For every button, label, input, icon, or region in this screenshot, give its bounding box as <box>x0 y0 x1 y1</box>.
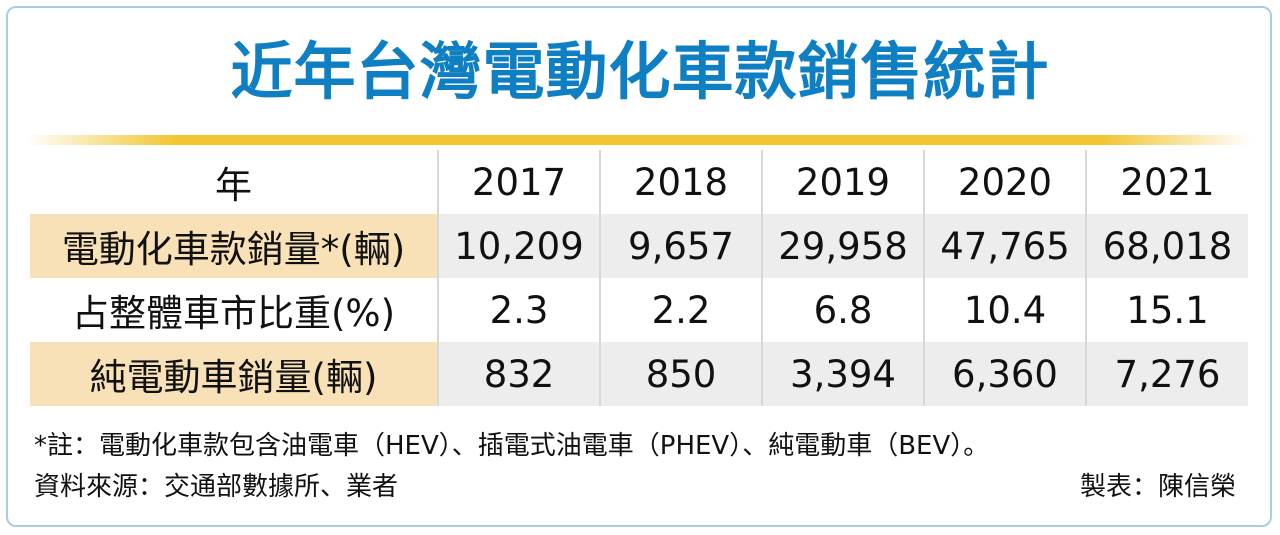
header-year: 2018 <box>599 150 762 214</box>
chart-title: 近年台灣電動化車款銷售統計 <box>230 35 1050 108</box>
table-cell: 3,394 <box>761 342 924 406</box>
table-cell: 68,018 <box>1085 214 1248 278</box>
header-label: 年 <box>215 164 252 207</box>
credit-line: 製表：陳信榮 <box>1079 472 1236 502</box>
table-cell: 15.1 <box>1085 278 1248 342</box>
table-cell: 832 <box>437 342 600 406</box>
row-label: 純電動車銷量(輛) <box>30 342 438 406</box>
row-label: 占整體車市比重(%) <box>71 292 396 335</box>
chart-frame <box>6 6 1272 527</box>
table-cell: 7,276 <box>1085 342 1248 406</box>
table-row: 純電動車銷量(輛) 832 850 3,394 6,360 7,276 <box>30 342 1248 406</box>
header-row: 年 2017 2018 2019 2020 2021 <box>30 150 1248 214</box>
source-line: 資料來源：交通部數據所、業者 <box>34 472 399 502</box>
title-divider <box>26 135 1252 145</box>
header-year: 2019 <box>761 150 924 214</box>
table-cell: 6,360 <box>923 342 1086 406</box>
footnote: *註：電動化車款包含油電車（HEV）、插電式油電車（PHEV）、純電動車（BEV… <box>34 431 990 461</box>
header-year: 2021 <box>1085 150 1248 214</box>
row-label: 電動化車款銷量*(輛) <box>30 214 438 278</box>
header-year: 2017 <box>437 150 600 214</box>
table-cell: 2.3 <box>437 278 600 342</box>
table-cell: 6.8 <box>761 278 924 342</box>
table-cell: 29,958 <box>761 214 924 278</box>
table-cell: 10,209 <box>437 214 600 278</box>
stats-table: 年 2017 2018 2019 2020 2021 電動化車款銷量*(輛) 1… <box>30 150 1248 406</box>
header-year: 2020 <box>923 150 1086 214</box>
table-cell: 2.2 <box>599 278 762 342</box>
table-cell: 47,765 <box>923 214 1086 278</box>
table-row: 電動化車款銷量*(輛) 10,209 9,657 29,958 47,765 6… <box>30 214 1248 278</box>
table-cell: 10.4 <box>923 278 1086 342</box>
table-cell: 850 <box>599 342 762 406</box>
table-row: 占整體車市比重(%) 2.3 2.2 6.8 10.4 15.1 <box>30 278 1248 342</box>
table-cell: 9,657 <box>599 214 762 278</box>
